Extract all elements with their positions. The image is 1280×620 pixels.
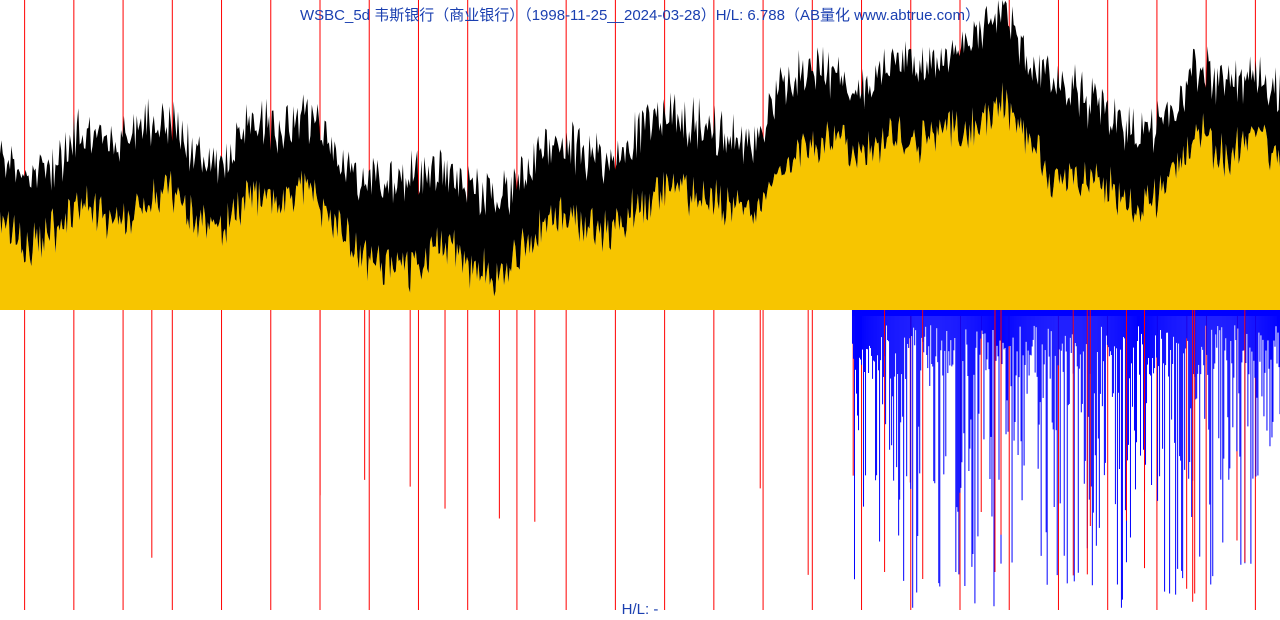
blue-spikes (852, 310, 1280, 608)
lower-gridlines (25, 310, 1256, 610)
chart-footer: H/L: - (0, 601, 1280, 618)
lower-volume-chart (0, 310, 1280, 610)
upper-price-chart (0, 0, 1280, 310)
chart-title: WSBC_5d 韦斯银行（商业银行）（1998-11-25__2024-03-2… (0, 4, 1280, 25)
